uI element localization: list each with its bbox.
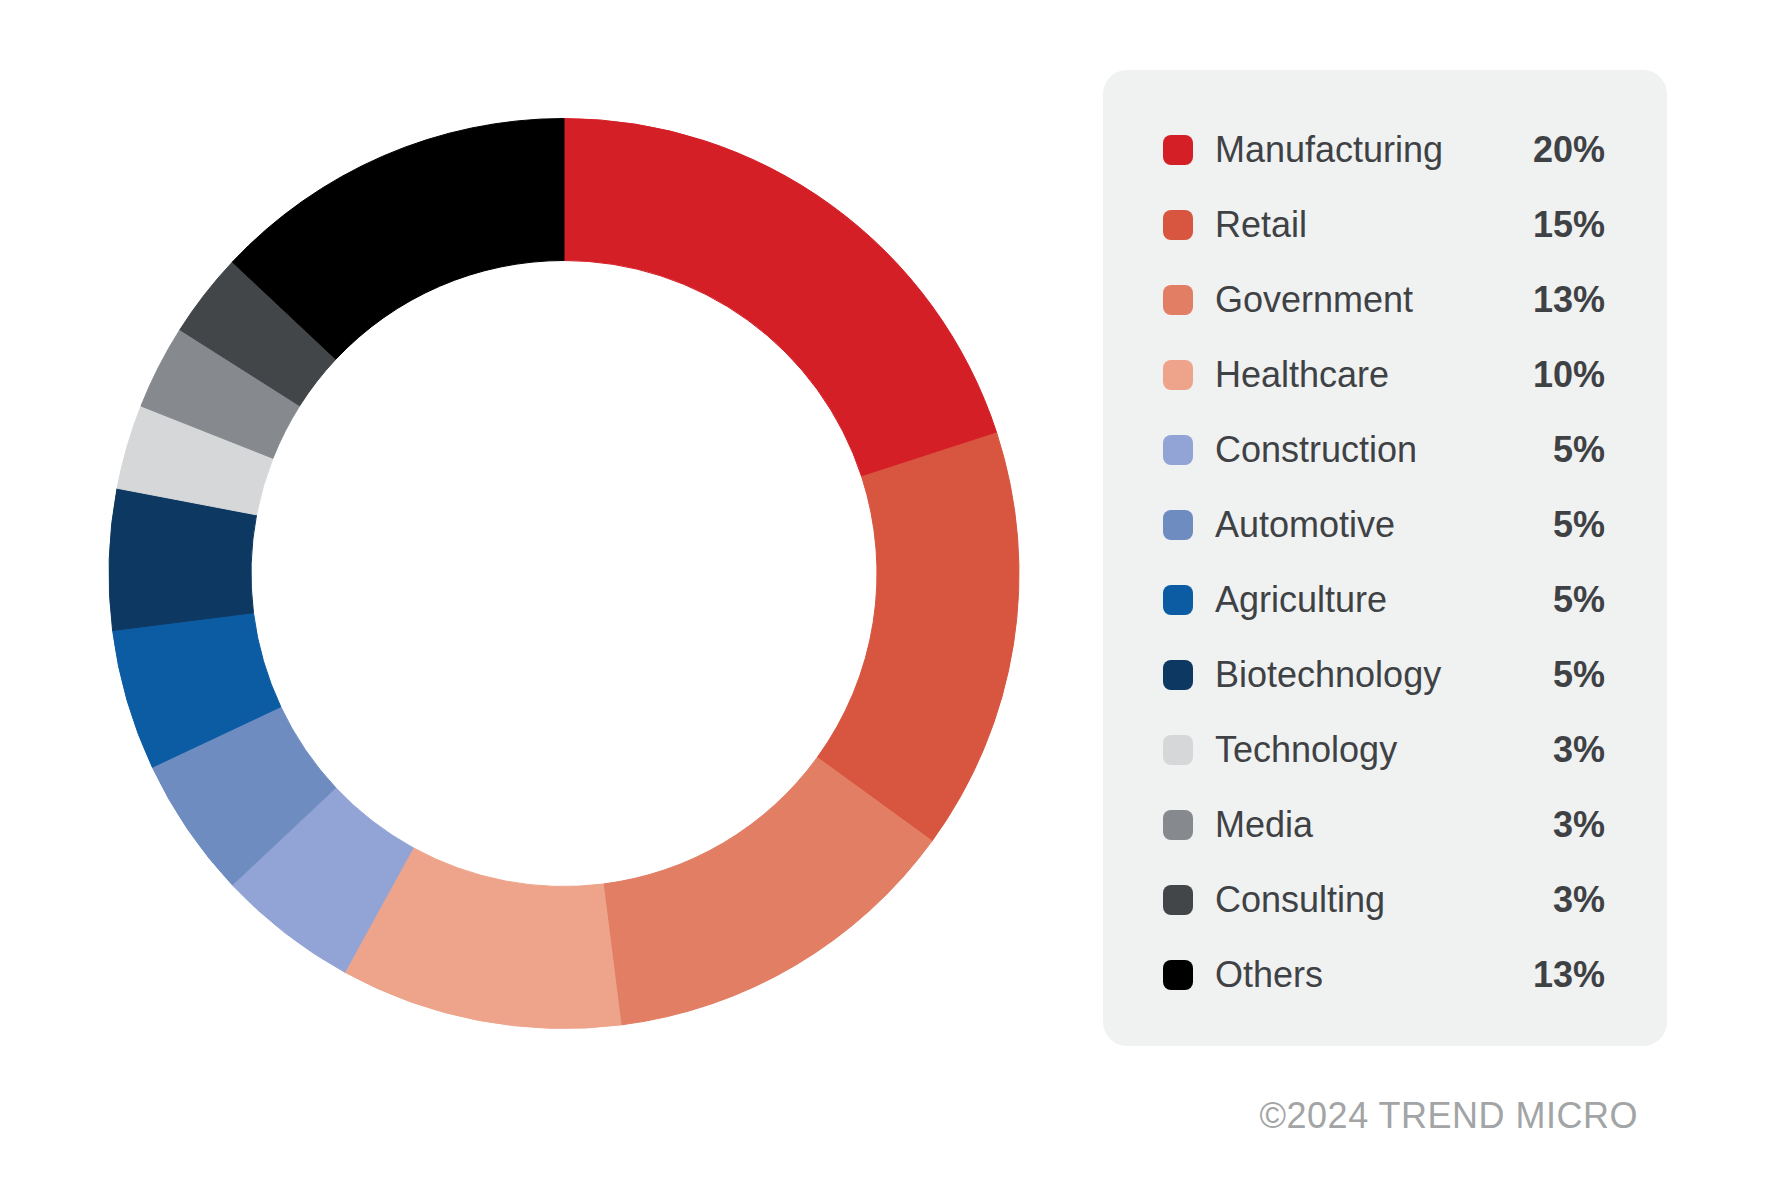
legend-row-media: Media 3% [1163, 787, 1605, 862]
legend-swatch-automotive-icon [1163, 510, 1193, 540]
legend-row-technology: Technology 3% [1163, 712, 1605, 787]
legend-label: Biotechnology [1215, 657, 1441, 693]
legend-label: Consulting [1215, 882, 1385, 918]
legend-label: Agriculture [1215, 582, 1387, 618]
legend-value: 13% [1533, 282, 1605, 318]
infographic-canvas: Manufacturing 20% Retail 15% Government … [0, 0, 1773, 1195]
legend-label: Construction [1215, 432, 1417, 468]
legend-value: 20% [1533, 132, 1605, 168]
legend-value: 5% [1553, 582, 1605, 618]
legend-row-automotive: Automotive 5% [1163, 487, 1605, 562]
legend-row-manufacturing: Manufacturing 20% [1163, 112, 1605, 187]
legend-value: 3% [1553, 882, 1605, 918]
legend-swatch-retail-icon [1163, 210, 1193, 240]
legend-row-others: Others 13% [1163, 937, 1605, 1012]
donut-chart [108, 117, 1020, 1030]
legend-label: Others [1215, 957, 1323, 993]
legend-swatch-others-icon [1163, 960, 1193, 990]
legend-row-government: Government 13% [1163, 262, 1605, 337]
legend-row-healthcare: Healthcare 10% [1163, 337, 1605, 412]
legend-value: 3% [1553, 807, 1605, 843]
legend-row-consulting: Consulting 3% [1163, 862, 1605, 937]
legend-label: Retail [1215, 207, 1307, 243]
legend-label: Media [1215, 807, 1313, 843]
donut-slice-manufacturing [564, 119, 997, 477]
legend-value: 3% [1553, 732, 1605, 768]
legend-row-construction: Construction 5% [1163, 412, 1605, 487]
legend-swatch-construction-icon [1163, 435, 1193, 465]
legend-swatch-healthcare-icon [1163, 360, 1193, 390]
legend-label: Manufacturing [1215, 132, 1443, 168]
legend-label: Technology [1215, 732, 1397, 768]
legend-value: 5% [1553, 507, 1605, 543]
copyright-text: ©2024 TREND MICRO [1260, 1098, 1638, 1134]
legend-swatch-media-icon [1163, 810, 1193, 840]
legend-label: Government [1215, 282, 1413, 318]
legend-swatch-agriculture-icon [1163, 585, 1193, 615]
legend-row-biotechnology: Biotechnology 5% [1163, 637, 1605, 712]
legend-value: 5% [1553, 657, 1605, 693]
legend-row-agriculture: Agriculture 5% [1163, 562, 1605, 637]
legend-value: 10% [1533, 357, 1605, 393]
legend-value: 15% [1533, 207, 1605, 243]
legend-label: Automotive [1215, 507, 1395, 543]
legend-swatch-technology-icon [1163, 735, 1193, 765]
legend-row-retail: Retail 15% [1163, 187, 1605, 262]
legend-label: Healthcare [1215, 357, 1389, 393]
legend-swatch-biotechnology-icon [1163, 660, 1193, 690]
legend-swatch-government-icon [1163, 285, 1193, 315]
legend-swatch-manufacturing-icon [1163, 135, 1193, 165]
legend-value: 13% [1533, 957, 1605, 993]
legend-swatch-consulting-icon [1163, 885, 1193, 915]
legend-value: 5% [1553, 432, 1605, 468]
legend-panel: Manufacturing 20% Retail 15% Government … [1103, 70, 1667, 1046]
